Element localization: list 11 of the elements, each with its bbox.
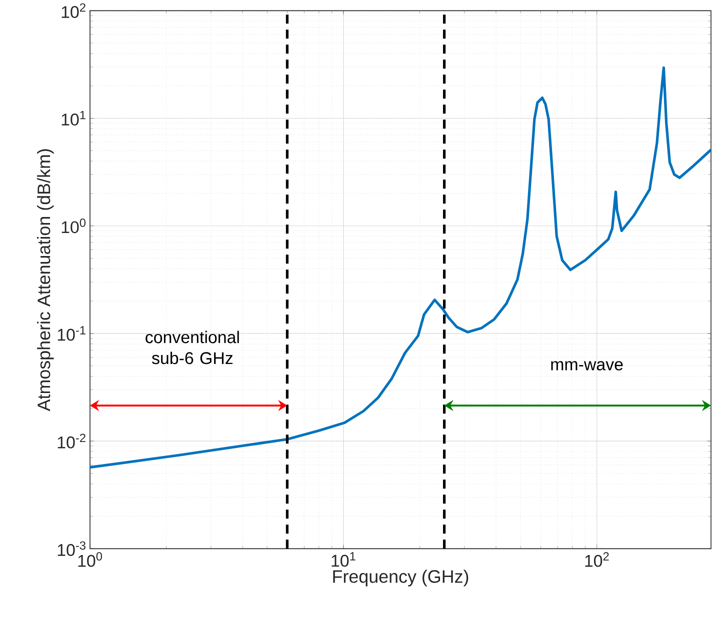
y-tick-label: 10$^{2}$ — [62, 3, 86, 18]
y-tick-label: 10$^{-2}$ — [58, 434, 86, 449]
y-tick-label: 10$^{0}$ — [62, 218, 86, 234]
x-tick-label: 10$^{2}$ — [585, 552, 609, 568]
annotation: mm-wave — [551, 361, 623, 371]
annotation: conventional sub-6 GHz — [146, 330, 239, 364]
y-tick-label: 10$^{-1}$ — [58, 326, 86, 341]
y-axis-title: Atmospheric Attenuation (dB/km) — [37, 149, 54, 412]
x-tick-label: 10$^{1}$ — [332, 552, 356, 567]
y-tick-label: 10$^{1}$ — [62, 111, 86, 126]
x-axis-title: Frequency (GHz) — [333, 570, 468, 587]
